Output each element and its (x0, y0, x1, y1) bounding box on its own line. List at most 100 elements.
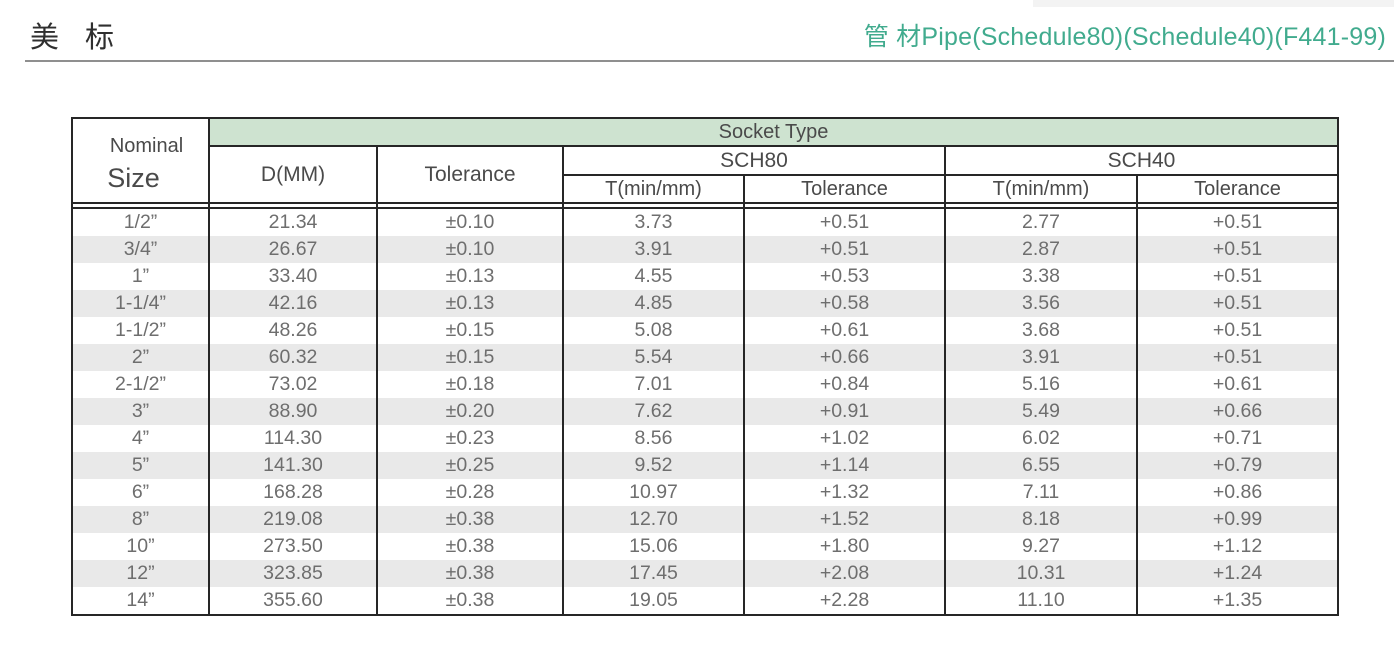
cell-d-mm: 21.34 (208, 208, 378, 236)
cell-sch40-t-min: 7.11 (944, 479, 1138, 506)
cell-sch80-t-min: 3.73 (562, 208, 745, 236)
header-sch40-t-min: T(min/mm) (944, 175, 1138, 204)
cell-sch80-t-min: 7.62 (562, 398, 745, 425)
cell-nominal-size: 2-1/2” (71, 371, 210, 398)
cell-d-mm: 141.30 (208, 452, 378, 479)
cell-nominal-size: 1/2” (71, 208, 210, 236)
cell-sch80-tolerance: +0.51 (743, 208, 946, 236)
cell-sch80-t-min: 3.91 (562, 236, 745, 263)
cell-nominal-size: 8” (71, 506, 210, 533)
cell-sch80-t-min: 12.70 (562, 506, 745, 533)
cell-sch40-tolerance: +0.51 (1136, 263, 1339, 290)
cell-d-tolerance: ±0.15 (376, 344, 564, 371)
cell-sch80-tolerance: +1.52 (743, 506, 946, 533)
cell-nominal-size: 14” (71, 587, 210, 615)
header-sch80-tolerance: Tolerance (743, 175, 946, 204)
cell-sch80-t-min: 4.55 (562, 263, 745, 290)
pipe-spec-table: Nominal Size Socket Type D(MM) Tolerance… (71, 117, 1339, 616)
cell-sch40-t-min: 3.68 (944, 317, 1138, 344)
cell-sch80-t-min: 5.54 (562, 344, 745, 371)
cell-sch80-tolerance: +1.32 (743, 479, 946, 506)
cell-sch80-t-min: 4.85 (562, 290, 745, 317)
table-row: 2-1/2” 73.02 ±0.18 7.01 +0.84 5.16 +0.61 (71, 371, 1339, 398)
header-nominal-size: Nominal Size (71, 118, 210, 204)
header-socket-type: Socket Type (208, 118, 1339, 147)
cell-d-tolerance: ±0.23 (376, 425, 564, 452)
cell-sch40-tolerance: +0.61 (1136, 371, 1339, 398)
cell-sch40-t-min: 6.55 (944, 452, 1138, 479)
cell-nominal-size: 5” (71, 452, 210, 479)
cell-sch40-tolerance: +1.24 (1136, 560, 1339, 587)
cell-sch40-t-min: 5.49 (944, 398, 1138, 425)
cell-sch80-t-min: 8.56 (562, 425, 745, 452)
cell-sch40-tolerance: +0.51 (1136, 208, 1339, 236)
cell-sch80-tolerance: +0.66 (743, 344, 946, 371)
cell-d-mm: 73.02 (208, 371, 378, 398)
cell-nominal-size: 1” (71, 263, 210, 290)
header-sch80-t-min: T(min/mm) (562, 175, 745, 204)
cell-sch40-t-min: 10.31 (944, 560, 1138, 587)
cell-sch40-t-min: 3.56 (944, 290, 1138, 317)
cell-nominal-size: 4” (71, 425, 210, 452)
cell-nominal-size: 6” (71, 479, 210, 506)
cell-d-tolerance: ±0.38 (376, 533, 564, 560)
table-row: 1-1/4” 42.16 ±0.13 4.85 +0.58 3.56 +0.51 (71, 290, 1339, 317)
cell-sch40-tolerance: +1.12 (1136, 533, 1339, 560)
table-row: 10” 273.50 ±0.38 15.06 +1.80 9.27 +1.12 (71, 533, 1339, 560)
cell-d-tolerance: ±0.10 (376, 236, 564, 263)
table-row: 6” 168.28 ±0.28 10.97 +1.32 7.11 +0.86 (71, 479, 1339, 506)
header-sch40: SCH40 (944, 146, 1339, 176)
cell-d-tolerance: ±0.38 (376, 560, 564, 587)
header-nominal-label: Nominal (109, 134, 184, 157)
table-body: 1/2” 21.34 ±0.10 3.73 +0.51 2.77 +0.51 3… (71, 208, 1339, 615)
page-title: 美 标 (30, 22, 116, 54)
cell-d-mm: 26.67 (208, 236, 378, 263)
cell-d-tolerance: ±0.15 (376, 317, 564, 344)
header-sch40-tolerance: Tolerance (1136, 175, 1339, 204)
header-size-label: Size (107, 162, 160, 193)
table-row: 2” 60.32 ±0.15 5.54 +0.66 3.91 +0.51 (71, 344, 1339, 371)
cell-sch40-t-min: 3.91 (944, 344, 1138, 371)
cell-sch80-tolerance: +0.61 (743, 317, 946, 344)
cell-sch80-t-min: 15.06 (562, 533, 745, 560)
cell-sch80-t-min: 10.97 (562, 479, 745, 506)
cell-sch80-tolerance: +0.53 (743, 263, 946, 290)
table-header: Nominal Size Socket Type D(MM) Tolerance… (71, 118, 1339, 209)
cell-d-tolerance: ±0.13 (376, 263, 564, 290)
cell-sch40-tolerance: +1.35 (1136, 587, 1339, 615)
cell-d-mm: 88.90 (208, 398, 378, 425)
cell-sch40-tolerance: +0.51 (1136, 236, 1339, 263)
cell-sch80-t-min: 19.05 (562, 587, 745, 615)
table-row: 3” 88.90 ±0.20 7.62 +0.91 5.49 +0.66 (71, 398, 1339, 425)
cell-sch40-t-min: 11.10 (944, 587, 1138, 615)
cell-d-tolerance: ±0.18 (376, 371, 564, 398)
cell-d-tolerance: ±0.13 (376, 290, 564, 317)
cell-d-mm: 42.16 (208, 290, 378, 317)
pipe-spec-table-wrap: Nominal Size Socket Type D(MM) Tolerance… (71, 117, 1339, 616)
cell-nominal-size: 1-1/2” (71, 317, 210, 344)
cell-sch80-tolerance: +1.80 (743, 533, 946, 560)
cell-d-tolerance: ±0.20 (376, 398, 564, 425)
cell-d-tolerance: ±0.38 (376, 506, 564, 533)
table-row: 8” 219.08 ±0.38 12.70 +1.52 8.18 +0.99 (71, 506, 1339, 533)
cell-d-tolerance: ±0.28 (376, 479, 564, 506)
cell-nominal-size: 10” (71, 533, 210, 560)
table-row: 1-1/2” 48.26 ±0.15 5.08 +0.61 3.68 +0.51 (71, 317, 1339, 344)
header-divider (25, 60, 1394, 62)
cell-sch40-tolerance: +0.99 (1136, 506, 1339, 533)
cell-d-mm: 33.40 (208, 263, 378, 290)
cell-sch80-t-min: 9.52 (562, 452, 745, 479)
cell-sch40-tolerance: +0.71 (1136, 425, 1339, 452)
cell-sch40-t-min: 9.27 (944, 533, 1138, 560)
table-row: 14” 355.60 ±0.38 19.05 +2.28 11.10 +1.35 (71, 587, 1339, 615)
cell-sch80-tolerance: +1.14 (743, 452, 946, 479)
cell-nominal-size: 3/4” (71, 236, 210, 263)
table-row: 3/4” 26.67 ±0.10 3.91 +0.51 2.87 +0.51 (71, 236, 1339, 263)
cell-d-tolerance: ±0.25 (376, 452, 564, 479)
cell-d-mm: 273.50 (208, 533, 378, 560)
cell-d-mm: 60.32 (208, 344, 378, 371)
cell-nominal-size: 3” (71, 398, 210, 425)
cell-d-mm: 219.08 (208, 506, 378, 533)
cell-d-mm: 355.60 (208, 587, 378, 615)
cell-nominal-size: 12” (71, 560, 210, 587)
